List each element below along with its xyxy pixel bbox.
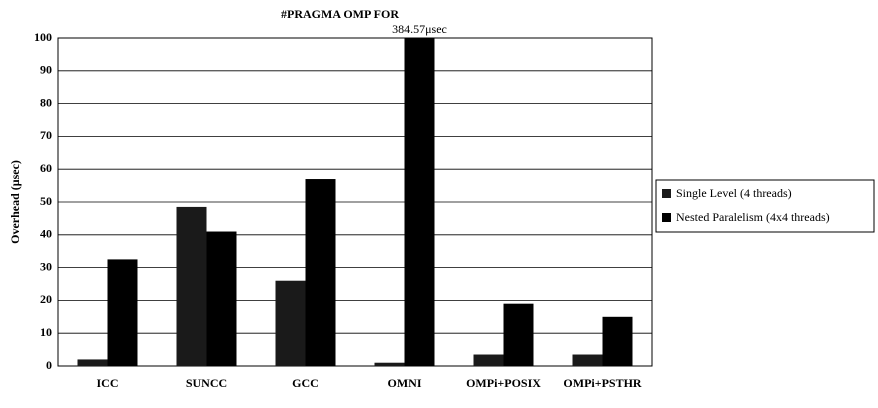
y-tick-label: 20 <box>40 292 52 306</box>
bar <box>107 259 138 366</box>
y-tick-label: 60 <box>40 161 52 175</box>
x-tick-label: OMNI <box>388 376 422 390</box>
y-tick-label: 70 <box>40 128 52 142</box>
y-tick-label: 30 <box>40 259 52 273</box>
bar <box>305 179 336 366</box>
x-tick-label: OMPi+POSIX <box>466 376 541 390</box>
data-label: 384.57μsec <box>392 22 447 36</box>
y-tick-label: 80 <box>40 95 52 109</box>
bar <box>404 38 435 366</box>
x-tick-label: GCC <box>292 376 319 390</box>
bar <box>275 280 306 366</box>
y-tick-label: 100 <box>34 30 52 44</box>
legend-box <box>655 179 875 233</box>
y-tick-label: 90 <box>40 63 52 77</box>
bar <box>503 303 534 366</box>
bar <box>572 354 603 366</box>
y-tick-label: 10 <box>40 325 52 339</box>
plot-border <box>57 37 653 367</box>
bar <box>473 354 504 366</box>
legend-label: Nested Paralelism (4x4 threads) <box>676 210 830 224</box>
legend-swatch <box>662 213 671 222</box>
x-tick-label: SUNCC <box>186 376 227 390</box>
chart-title: #PRAGMA OMP FOR <box>281 7 399 21</box>
bar <box>176 206 207 366</box>
bar <box>206 231 237 366</box>
y-tick-label: 0 <box>46 358 52 372</box>
x-tick-label: OMPi+PSTHR <box>563 376 642 390</box>
bar <box>602 316 633 366</box>
y-axis-label: Overhead (μsec) <box>8 160 22 244</box>
y-tick-label: 40 <box>40 227 52 241</box>
y-tick-label: 50 <box>40 194 52 208</box>
legend-swatch <box>662 189 671 198</box>
bar <box>374 362 405 366</box>
x-tick-label: ICC <box>96 376 118 390</box>
bar <box>77 359 108 366</box>
legend-label: Single Level (4 threads) <box>676 186 792 200</box>
